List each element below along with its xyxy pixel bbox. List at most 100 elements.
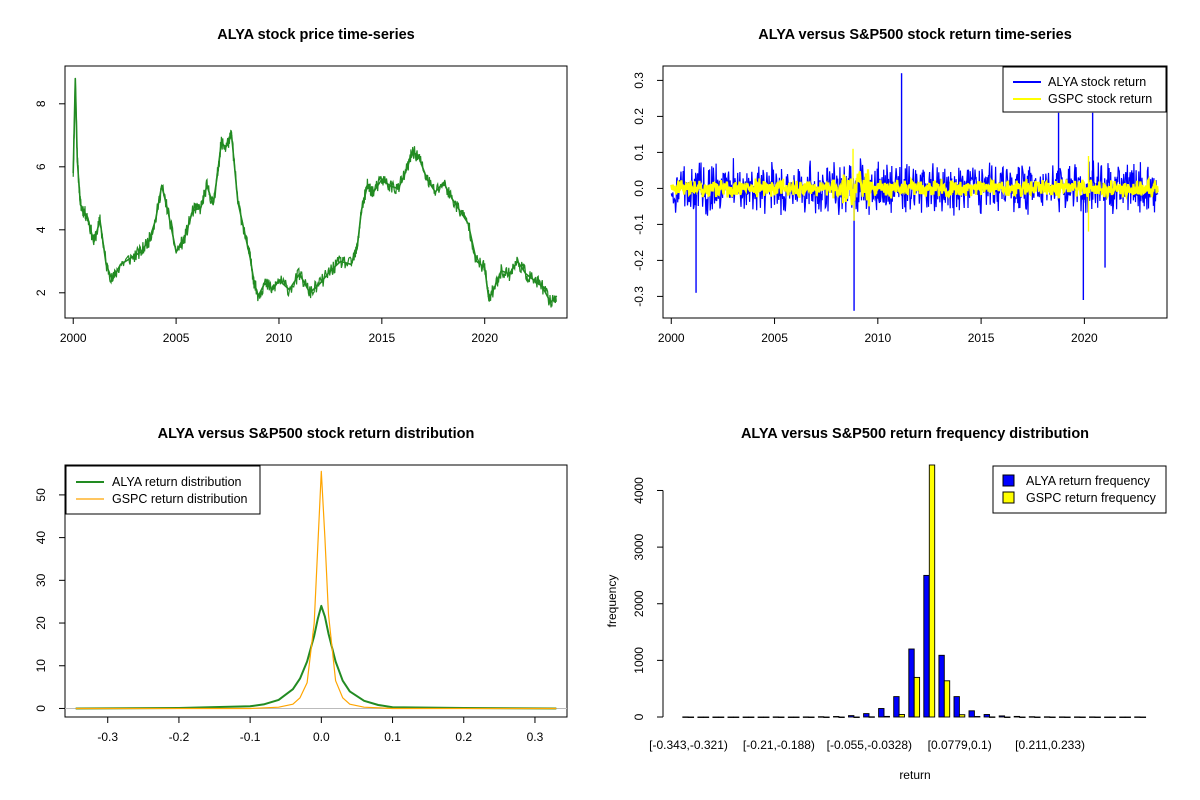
gspc-frequency-bar bbox=[989, 716, 996, 718]
legend-label: GSPC return distribution bbox=[112, 492, 248, 506]
return-noise-path bbox=[670, 169, 1159, 207]
gspc-frequency-bar bbox=[868, 716, 875, 718]
x-tick-label: [-0.343,-0.321) bbox=[649, 738, 728, 752]
y-tick-label: 0 bbox=[632, 713, 646, 720]
x-tick-label: -0.2 bbox=[169, 730, 190, 744]
y-tick-label: 3000 bbox=[632, 533, 646, 560]
y-tick-label: 0.0 bbox=[632, 180, 646, 197]
y-tick-label: 0.1 bbox=[632, 144, 646, 161]
y-tick-label: -0.3 bbox=[632, 286, 646, 307]
gspc-frequency-bar bbox=[943, 680, 951, 718]
x-tick-label: 2005 bbox=[163, 331, 190, 345]
y-tick-label: 1000 bbox=[632, 647, 646, 674]
x-tick-label: 0.1 bbox=[384, 730, 401, 744]
x-tick-label: 0.3 bbox=[527, 730, 544, 744]
alya-frequency-bar bbox=[983, 714, 990, 718]
legend-box bbox=[1002, 66, 1167, 113]
alya-frequency-bar bbox=[682, 716, 689, 718]
alya-frequency-bar bbox=[1043, 716, 1051, 718]
legend-label: ALYA stock return bbox=[1048, 75, 1146, 89]
chart-panel-1: ALYA stock price time-series 2000 2005 2010… bbox=[34, 27, 568, 345]
x-tick-label: 2005 bbox=[761, 331, 788, 345]
x-tick-label: 2020 bbox=[471, 331, 498, 345]
gspc-frequency-bar bbox=[732, 716, 740, 718]
y-tick-label: 10 bbox=[34, 659, 48, 673]
gspc-frequency-bar bbox=[717, 716, 725, 718]
gspc-frequency-bar bbox=[913, 676, 921, 718]
series-gspc-returns bbox=[670, 148, 1159, 232]
legend-label: ALYA return frequency bbox=[1026, 474, 1151, 488]
gspc-frequency-bar bbox=[1034, 716, 1041, 718]
gspc-frequency-bar bbox=[778, 716, 785, 718]
alya-frequency-bar bbox=[1119, 716, 1126, 718]
alya-frequency-bar bbox=[923, 574, 930, 718]
chart-title: ALYA stock price time-series bbox=[217, 27, 414, 43]
y-tick-label: 4000 bbox=[632, 477, 646, 504]
gspc-frequency-bar bbox=[1064, 716, 1071, 718]
alya-frequency-bar bbox=[802, 716, 810, 718]
gspc-frequency-bar bbox=[1004, 716, 1011, 718]
alya-frequency-bar bbox=[1028, 716, 1036, 718]
gspc-frequency-bar bbox=[1049, 716, 1056, 718]
y-tick-label: 30 bbox=[34, 573, 48, 587]
price-series-noise bbox=[72, 78, 557, 308]
gspc-frequency-bar bbox=[853, 716, 860, 718]
gspc-frequency-bar bbox=[1019, 716, 1026, 718]
alya-frequency-bar bbox=[893, 696, 900, 718]
x-tick-label: [0.0779,0.1) bbox=[928, 738, 992, 752]
legend-label: GSPC return frequency bbox=[1026, 491, 1157, 505]
alya-frequency-bar bbox=[1104, 716, 1111, 718]
x-tick-label: 2000 bbox=[658, 331, 685, 345]
chart-title: ALYA versus S&P500 stock return distribu… bbox=[158, 426, 475, 442]
y-tick-label: 4 bbox=[34, 226, 48, 233]
gspc-frequency-bar bbox=[1079, 716, 1086, 718]
gspc-frequency-bar bbox=[838, 716, 845, 718]
y-tick-label: 6 bbox=[34, 163, 48, 170]
y-tick-label: 40 bbox=[34, 531, 48, 545]
x-tick-label: 2015 bbox=[968, 331, 995, 345]
gspc-density-line bbox=[75, 470, 557, 710]
chart-panel-3: ALYA versus S&P500 stock return distribu… bbox=[34, 426, 568, 744]
y-tick-label: 0 bbox=[34, 705, 48, 712]
chart-panel-4: ALYA versus S&P500 return frequency dist… bbox=[605, 426, 1167, 782]
alya-frequency-bar bbox=[1089, 716, 1096, 718]
legend-swatch bbox=[1002, 474, 1015, 487]
gspc-frequency-bar bbox=[793, 716, 800, 718]
legend-swatch bbox=[1002, 491, 1015, 504]
gspc-frequency-bar bbox=[763, 716, 770, 718]
x-tick-label: 0.0 bbox=[313, 730, 330, 744]
gspc-frequency-bar bbox=[702, 716, 710, 718]
alya-frequency-bar bbox=[742, 716, 749, 718]
gspc-frequency-bar bbox=[748, 716, 755, 718]
gspc-frequency-bar bbox=[823, 716, 830, 718]
gspc-frequency-bar bbox=[1109, 716, 1116, 718]
plot-frame bbox=[64, 65, 568, 319]
x-tick-label: 2010 bbox=[266, 331, 293, 345]
alya-frequency-bar bbox=[757, 716, 764, 718]
alya-frequency-bar bbox=[863, 713, 870, 718]
plot-frame bbox=[662, 65, 1168, 319]
alya-frequency-bar bbox=[968, 710, 975, 718]
alya-frequency-bar bbox=[1013, 715, 1021, 718]
gspc-frequency-bar bbox=[808, 716, 815, 718]
x-tick-label: [-0.055,-0.0328) bbox=[827, 738, 912, 752]
y-tick-label: -0.1 bbox=[632, 214, 646, 235]
y-axis-label: frequency bbox=[605, 575, 619, 628]
alya-density-line bbox=[75, 604, 557, 710]
alya-frequency-bar bbox=[908, 648, 915, 718]
alya-frequency-bar bbox=[833, 716, 840, 718]
chart-title: ALYA versus S&P500 return frequency dist… bbox=[741, 426, 1089, 442]
alya-frequency-bar bbox=[817, 716, 825, 718]
x-tick-label: 2020 bbox=[1071, 331, 1098, 345]
gspc-frequency-bar bbox=[883, 715, 890, 718]
y-tick-label: 20 bbox=[34, 616, 48, 630]
alya-frequency-bar bbox=[938, 654, 945, 718]
alya-frequency-bar bbox=[697, 716, 704, 718]
alya-frequency-bar bbox=[727, 716, 734, 718]
alya-frequency-bar bbox=[772, 716, 780, 718]
y-tick-label: 8 bbox=[34, 100, 48, 107]
gspc-frequency-bar bbox=[928, 464, 936, 718]
x-axis-label: return bbox=[899, 768, 930, 782]
x-tick-label: -0.1 bbox=[240, 730, 261, 744]
